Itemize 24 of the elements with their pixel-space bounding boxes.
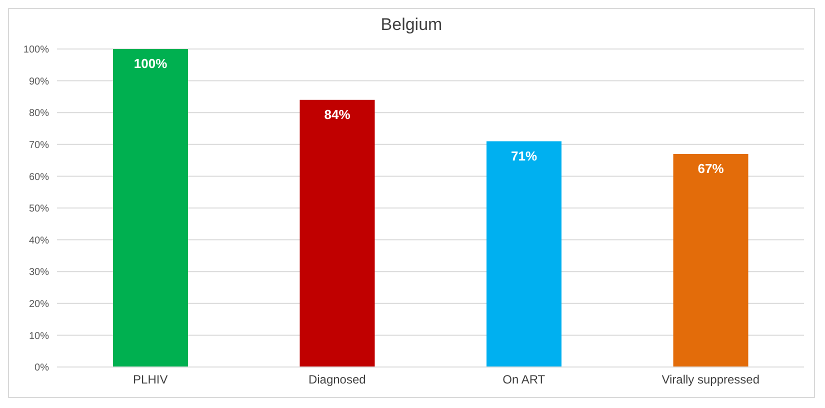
y-tick-label: 20%: [28, 298, 50, 310]
data-label: 67%: [698, 161, 724, 176]
data-label: 71%: [510, 148, 538, 164]
y-tick-label: 50%: [28, 204, 50, 215]
bar: [113, 49, 188, 367]
y-tick-label: 90%: [28, 76, 50, 88]
y-tick-label: 60%: [28, 172, 50, 183]
y-tick-label: 10%: [28, 330, 50, 342]
data-label: 84%: [324, 107, 351, 122]
y-tick-label: 80%: [28, 108, 50, 120]
bar: [673, 154, 748, 367]
x-tick-label: PLHIV: [133, 372, 168, 387]
bar: [300, 100, 375, 367]
x-tick-label: Diagnosed: [308, 372, 366, 387]
y-tick-label: 40%: [28, 235, 50, 246]
y-tick-label: 100%: [23, 44, 50, 56]
y-tick-label: 70%: [28, 140, 50, 151]
data-label: 100%: [134, 56, 168, 72]
x-tick-label: On ART: [502, 372, 546, 387]
y-tick-label: 30%: [28, 267, 50, 278]
x-tick-label: Virally suppressed: [662, 372, 760, 387]
bar: [486, 141, 562, 367]
y-tick-label: 0%: [34, 362, 50, 374]
chart-title: Belgium: [380, 15, 444, 35]
